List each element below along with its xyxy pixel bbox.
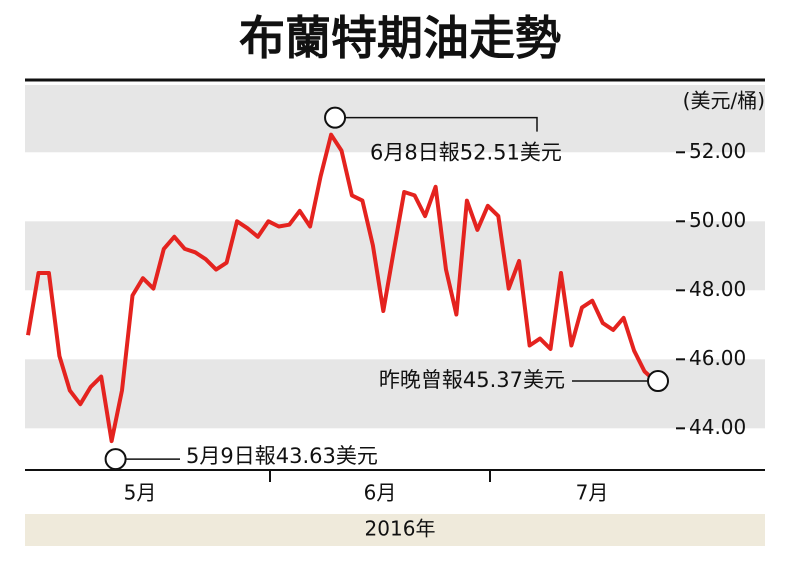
annotation: 5月9日報43.63美元: [186, 444, 378, 468]
y-tick-label: 48.00: [689, 277, 746, 301]
y-tick-label: 50.00: [689, 208, 746, 232]
annotation-marker: [104, 448, 127, 471]
y-axis-unit: (美元/桶): [683, 89, 765, 113]
x-tick-label: 6月: [364, 481, 397, 505]
x-title: 2016年: [365, 517, 436, 541]
annotation-leader: [335, 116, 538, 132]
annotation: 昨晚曾報45.37美元: [379, 368, 565, 392]
y-tick-label: 44.00: [689, 415, 746, 439]
y-tick-label: 52.00: [689, 139, 746, 163]
annotation-marker: [647, 370, 669, 393]
y-tick-label: 46.00: [689, 346, 746, 370]
price-line: [26, 132, 657, 444]
grid-band: [25, 359, 765, 429]
grid-band: [25, 221, 765, 291]
x-tick-label: 7月: [576, 481, 609, 505]
grid-band: [25, 85, 765, 153]
x-title-band: [25, 514, 765, 546]
x-tick-label: 5月: [124, 481, 157, 505]
chart-title: 布蘭特期油走勢: [239, 11, 561, 65]
annotation: 6月8日報52.51美元: [370, 141, 562, 165]
annotation-marker: [324, 106, 347, 129]
